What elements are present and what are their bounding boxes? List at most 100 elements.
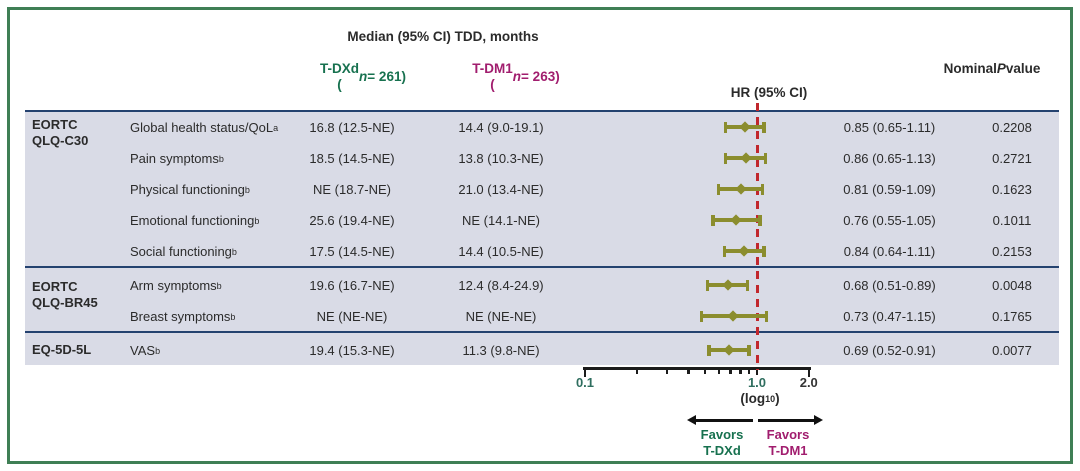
forest-marker	[745, 279, 750, 291]
forest-marker	[705, 279, 710, 291]
column-header-hr: HR (95% CI)	[730, 85, 808, 100]
table-row: Arm symptoms b 19.6 (16.7-NE) 12.4 (8.4-2…	[0, 270, 1080, 301]
hr-value: 0.69 (0.52-0.91)	[843, 343, 936, 358]
measure-label: Social functioning b	[130, 244, 237, 259]
forest-marker	[699, 310, 704, 322]
favors-tdm1-label: Favors T-DM1	[766, 427, 810, 458]
measure-label: Global health status/QoL a	[130, 120, 279, 135]
table-row: Social functioning b 17.5 (14.5-NE) 14.4 …	[0, 236, 1080, 267]
figure-border	[7, 7, 1073, 464]
table-row: Global health status/QoL a 16.8 (12.5-NE)…	[0, 112, 1080, 143]
tdxd-median: NE (NE-NE)	[316, 309, 388, 324]
x-axis-tick	[717, 369, 721, 374]
favors-tdxd-arrow	[694, 419, 753, 422]
forest-marker	[758, 214, 762, 226]
x-axis-tick-label: 2.0	[799, 375, 818, 390]
figure-title: Median (95% CI) TDD, months	[347, 29, 539, 44]
measure-label: Breast symptoms b	[130, 309, 236, 324]
column-header-tdm1: T-DM1(n = 263)	[472, 61, 560, 92]
hr-value: 0.68 (0.51-0.89)	[843, 278, 936, 293]
tdm1-median: 11.3 (9.8-NE)	[462, 343, 540, 358]
reference-line	[755, 103, 759, 370]
forest-marker	[763, 152, 768, 164]
hr-value: 0.86 (0.65-1.13)	[843, 151, 936, 166]
right-arrowhead-icon	[814, 415, 823, 426]
forest-marker	[760, 183, 765, 195]
column-header-pvalue: Nominal P value	[943, 61, 1041, 76]
forest-marker	[727, 310, 740, 322]
favors-tdm1-arrow	[758, 419, 814, 422]
x-axis-tick-label: 1.0	[747, 375, 767, 390]
table-row: Pain symptoms b 18.5 (14.5-NE) 13.8 (10.3…	[0, 143, 1080, 174]
hr-value: 0.85 (0.65-1.11)	[843, 120, 936, 135]
table-top-rule	[25, 109, 1059, 112]
tdm1-median: 21.0 (13.4-NE)	[458, 182, 544, 197]
x-axis-tick-label: 0.1	[575, 375, 595, 390]
favors-tdxd-label: Favors T-DXd	[700, 427, 744, 458]
forest-marker	[764, 310, 769, 322]
forest-marker	[740, 152, 752, 164]
forest-marker	[711, 214, 715, 226]
forest-marker	[723, 152, 728, 164]
hr-value: 0.76 (0.55-1.05)	[843, 213, 936, 228]
p-value: 0.1623	[992, 182, 1032, 197]
p-value: 0.2208	[992, 120, 1032, 135]
hr-value: 0.84 (0.64-1.11)	[843, 244, 936, 259]
measure-label: Arm symptoms b	[130, 278, 222, 293]
x-axis-tick	[665, 369, 669, 374]
x-axis-tick	[635, 369, 639, 374]
forest-marker	[762, 121, 766, 133]
forest-marker	[722, 245, 727, 257]
forest-marker	[722, 279, 734, 291]
forest-marker	[730, 214, 743, 226]
group-separator-1	[25, 265, 1059, 268]
group-label-eq5d5l: EQ-5D-5L	[32, 342, 92, 357]
table-row: Breast symptoms b NE (NE-NE) NE (NE-NE) 0…	[0, 301, 1080, 332]
x-axis-tick	[583, 369, 587, 377]
table-row: Emotional functioning b 25.6 (19.4-NE) NE…	[0, 205, 1080, 236]
tdxd-median: 19.6 (16.7-NE)	[309, 278, 395, 293]
tdm1-median: 12.4 (8.4-24.9)	[458, 278, 544, 293]
x-axis-tick	[703, 369, 707, 374]
table-row: VAS b 19.4 (15.3-NE) 11.3 (9.8-NE) 0.69 (…	[0, 335, 1080, 366]
table-row: Physical functioning b NE (18.7-NE) 21.0 …	[0, 174, 1080, 205]
forest-marker	[707, 344, 711, 356]
table-body-band	[25, 111, 1059, 365]
tdxd-median: 17.5 (14.5-NE)	[309, 244, 395, 259]
column-header-tdxd: T-DXd(n = 261)	[320, 61, 406, 92]
forest-marker	[735, 183, 747, 195]
tdxd-median: 19.4 (15.3-NE)	[309, 343, 395, 358]
x-axis-tick	[729, 369, 732, 374]
measure-label: Physical functioning b	[130, 182, 250, 197]
tdm1-median: 14.4 (10.5-NE)	[458, 244, 544, 259]
forest-marker	[738, 245, 750, 257]
p-value: 0.0077	[992, 343, 1032, 358]
tdm1-median: 14.4 (9.0-19.1)	[458, 120, 544, 135]
tdm1-median: 13.8 (10.3-NE)	[458, 151, 544, 166]
group-label-qlq-c30: EORTC QLQ-C30	[32, 117, 89, 148]
x-axis-scale-label: (log 10)	[740, 391, 780, 406]
hr-value: 0.73 (0.47-1.15)	[843, 309, 936, 324]
forest-marker	[747, 344, 751, 356]
measure-label: Pain symptoms b	[130, 151, 224, 166]
measure-label: VAS b	[130, 343, 161, 358]
tdxd-median: 25.6 (19.4-NE)	[309, 213, 395, 228]
p-value: 0.1011	[992, 213, 1032, 228]
x-axis-tick	[755, 369, 759, 375]
tdxd-median: 18.5 (14.5-NE)	[309, 151, 395, 166]
forest-marker	[723, 121, 728, 133]
forest-marker	[723, 344, 735, 356]
p-value: 0.2153	[992, 244, 1032, 259]
x-axis-tick	[583, 367, 811, 370]
group-separator-2	[25, 330, 1059, 333]
tdxd-median: NE (18.7-NE)	[312, 182, 392, 197]
x-axis-tick	[739, 369, 742, 374]
forest-marker	[716, 183, 721, 195]
x-axis-tick	[807, 369, 811, 377]
x-axis-tick	[747, 369, 751, 374]
left-arrowhead-icon	[687, 415, 696, 426]
p-value: 0.1765	[992, 309, 1032, 324]
tdm1-median: NE (14.1-NE)	[461, 213, 541, 228]
